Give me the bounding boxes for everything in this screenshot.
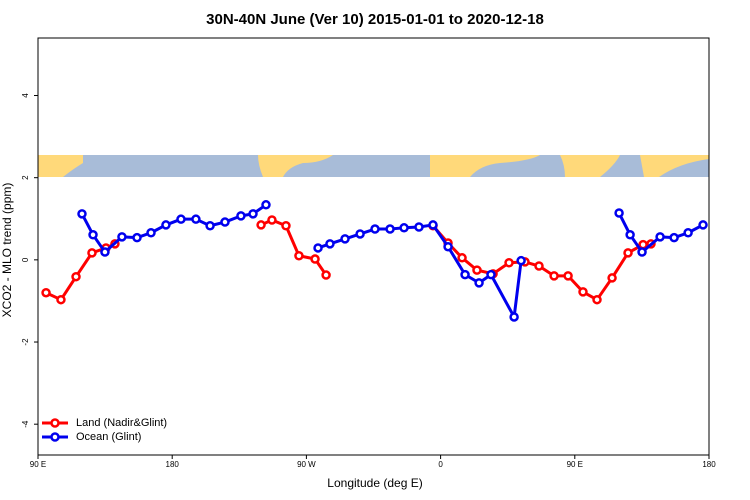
- x-tick-label: 180: [166, 460, 180, 469]
- x-axis-label: Longitude (deg E): [327, 476, 422, 490]
- point: [443, 241, 453, 252]
- point: [457, 253, 467, 263]
- point: [281, 221, 291, 231]
- chart-title: 30N-40N June (Ver 10) 2015-01-01 to 2020…: [206, 11, 544, 28]
- point: [698, 220, 708, 230]
- y-tick-label: -2: [21, 338, 30, 346]
- point: [261, 200, 271, 210]
- point: [313, 243, 323, 253]
- point: [669, 232, 679, 243]
- point: [236, 211, 246, 221]
- legend-text: Ocean (Glint): [76, 431, 141, 443]
- x-tick-label: 90 E: [30, 460, 46, 469]
- point: [625, 230, 635, 240]
- point: [472, 265, 482, 275]
- point: [56, 294, 66, 305]
- point: [655, 232, 665, 242]
- point: [534, 261, 544, 271]
- legend-marker: [50, 418, 60, 428]
- map-band: [38, 155, 709, 177]
- point: [100, 247, 110, 257]
- plot-frame: [37, 37, 710, 456]
- y-tick-label: 2: [21, 175, 30, 180]
- point: [146, 227, 156, 238]
- point: [267, 215, 277, 225]
- x-tick-label: 180: [702, 460, 716, 469]
- point: [176, 214, 186, 224]
- point: [370, 224, 380, 234]
- point: [87, 248, 97, 258]
- point: [385, 224, 395, 234]
- point: [71, 271, 81, 282]
- point: [474, 278, 484, 288]
- point: [191, 214, 201, 224]
- point: [683, 227, 693, 238]
- point: [516, 255, 526, 266]
- legend-marker: [50, 432, 60, 442]
- point: [294, 250, 304, 261]
- point: [220, 217, 230, 227]
- point: [117, 232, 127, 242]
- point: [132, 232, 142, 243]
- y-tick-label: -4: [21, 420, 30, 428]
- point: [256, 220, 266, 230]
- point: [248, 209, 258, 219]
- point: [77, 209, 87, 219]
- point: [549, 271, 559, 281]
- point: [486, 269, 496, 280]
- point: [460, 269, 470, 280]
- point: [321, 270, 331, 280]
- point: [399, 223, 409, 233]
- point: [638, 239, 648, 250]
- point: [637, 247, 647, 257]
- point: [205, 221, 215, 231]
- point: [614, 208, 624, 218]
- point: [325, 239, 335, 249]
- x-tick-label: 90 E: [567, 460, 583, 469]
- y-tick-label: 0: [21, 257, 30, 262]
- point: [578, 287, 588, 297]
- point: [504, 257, 514, 268]
- point: [623, 248, 633, 258]
- point: [607, 273, 617, 283]
- y-axis-label: XCO2 - MLO trend (ppm): [0, 183, 14, 318]
- series-line: [45, 218, 652, 302]
- point: [414, 222, 424, 232]
- x-tick-label: 0: [438, 460, 443, 469]
- legend-text: Land (Nadir&Glint): [76, 417, 167, 429]
- x-tick-label: 90 W: [297, 460, 316, 469]
- point: [340, 234, 350, 244]
- point: [592, 294, 602, 305]
- y-tick-label: 4: [21, 93, 30, 98]
- point: [428, 220, 438, 230]
- point: [563, 271, 573, 281]
- series-line: [80, 203, 704, 319]
- point: [355, 229, 365, 239]
- point: [310, 254, 320, 264]
- point: [509, 312, 519, 322]
- point: [41, 287, 51, 298]
- point: [161, 220, 171, 230]
- point: [88, 230, 98, 240]
